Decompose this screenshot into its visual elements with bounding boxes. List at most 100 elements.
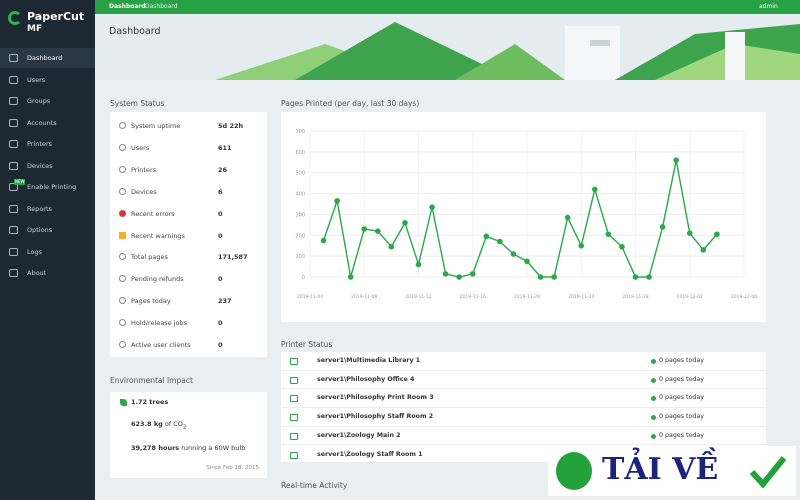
- point: [497, 238, 503, 245]
- status-value: 0: [218, 231, 223, 240]
- printer-icon: [290, 358, 298, 365]
- status-row: System uptime 5d 22h: [110, 115, 267, 137]
- status-icon: [119, 187, 126, 195]
- printer-icon: [290, 451, 298, 459]
- status-label: Pending refunds: [131, 275, 184, 284]
- point: [334, 198, 340, 204]
- nav-icon: [9, 226, 18, 234]
- nav-icon: [9, 247, 18, 256]
- printer-name: server1\Philosophy Office 4: [317, 375, 415, 383]
- status-dot: [651, 433, 656, 439]
- status-row: Pending refunds 0: [110, 268, 267, 290]
- x-tick-label: 2019-11-08: [351, 294, 377, 300]
- nav-icon: [9, 75, 18, 84]
- status-icon: [119, 165, 126, 173]
- watermark-text: TẢI VỀ: [602, 452, 719, 487]
- page-title: Dashboard: [109, 26, 161, 37]
- nav-icon: [9, 161, 18, 170]
- status-row: Recent errors 0: [110, 203, 267, 225]
- nav-item[interactable]: Users: [0, 70, 95, 90]
- nav-item[interactable]: Accounts: [0, 113, 95, 133]
- breadcrumb[interactable]: Dashboard: [109, 3, 146, 10]
- printer-status: 0 pages today: [659, 431, 704, 439]
- point: [592, 186, 598, 193]
- point: [320, 237, 327, 244]
- nav-icon: [9, 118, 18, 127]
- printer-row: server1\Philosophy Staff Room 2 0 pages t…: [281, 408, 766, 427]
- printer-icon: [290, 432, 298, 440]
- nav-item[interactable]: Printers: [0, 134, 95, 154]
- nav-label: Printers: [27, 140, 53, 148]
- status-label: Hold/release jobs: [131, 319, 188, 328]
- point: [700, 247, 707, 253]
- bulb-value: 39,278 hours: [131, 444, 180, 452]
- tree-icon: [120, 399, 127, 406]
- since: Since Feb 18, 2015: [206, 465, 259, 471]
- nav-item[interactable]: Options: [0, 220, 95, 240]
- status-value: 0: [218, 319, 223, 328]
- point: [510, 251, 517, 257]
- nav-label: About: [27, 269, 47, 277]
- y-tick-label: 0: [302, 275, 305, 281]
- status-icon: [119, 275, 126, 283]
- point: [361, 226, 368, 232]
- point: [714, 231, 720, 238]
- printer-name: server1\Zoology Main 2: [317, 431, 401, 439]
- point: [659, 224, 666, 230]
- chart-panel: 0 100 200 300 400 500 600 700 2019-11-04 2019-11-…: [281, 112, 766, 322]
- status-row: Total pages 171,587: [110, 246, 267, 268]
- status-dot: [651, 415, 656, 421]
- section-title: Printer Status: [281, 340, 333, 349]
- point: [564, 214, 571, 221]
- environmental-impact: 1.72 trees 623.8 kg of CO2 39,278 hours …: [110, 392, 267, 478]
- nav-icon: [9, 54, 18, 62]
- section-title: Real-time Activity: [281, 481, 348, 490]
- user-menu[interactable]: admin: [759, 3, 778, 10]
- nav-item[interactable]: Reports: [0, 199, 95, 219]
- status-value: 6: [218, 187, 223, 196]
- nav-item[interactable]: Enable Printing NEW: [0, 177, 95, 197]
- system-status: System uptime 5d 22h Users 611 Printers 26 Dev…: [110, 112, 267, 357]
- nav-label: Accounts: [27, 118, 57, 127]
- breadcrumb: Dashboard: [145, 3, 178, 10]
- trees: 1.72 trees: [131, 398, 169, 406]
- point: [347, 274, 354, 280]
- y-tick-label: 700: [295, 129, 305, 135]
- point: [686, 230, 693, 236]
- line: [322, 160, 718, 278]
- clover: [556, 452, 592, 490]
- printer-name: server1\Philosophy Staff Room 2: [317, 413, 434, 421]
- point: [524, 258, 530, 265]
- y-tick-label: 300: [295, 212, 305, 218]
- point: [442, 271, 449, 277]
- logo: PaperCut: [27, 10, 85, 23]
- co2-text: of CO: [164, 420, 183, 428]
- status-dot: [651, 377, 656, 383]
- printer-status: 0 pages today: [659, 413, 704, 421]
- point: [402, 219, 408, 226]
- status-row: Recent warnings 0: [110, 225, 267, 247]
- x-tick-label: 2019-11-28: [622, 294, 648, 300]
- status-label: Total pages: [131, 253, 168, 262]
- status-icon: [119, 143, 126, 151]
- status-value: 0: [218, 341, 223, 349]
- point: [375, 228, 381, 234]
- printer-icon: [290, 414, 298, 422]
- topbar: Dashboard Dashboard admin: [95, 0, 800, 14]
- line-chart: 0 100 200 300 400 500 600 700 2019-11-04 2019-11-…: [295, 129, 757, 300]
- nav-item[interactable]: Logs: [0, 242, 95, 262]
- nav-item[interactable]: Dashboard: [0, 48, 95, 68]
- x-tick-label: 2019-11-24: [568, 294, 594, 300]
- nav-item[interactable]: Devices: [0, 156, 95, 176]
- point: [578, 242, 585, 249]
- status-row: Devices 6: [110, 181, 267, 203]
- nav-item[interactable]: Groups: [0, 91, 95, 111]
- printer-row: server1\Philosophy Office 4 0 pages today: [281, 371, 766, 390]
- status-icon: [119, 341, 126, 348]
- point: [388, 243, 395, 250]
- printer-status: server1\Multimedia Library 1 0 pages toda…: [281, 352, 766, 465]
- section-title: Pages Printed (per day, last 30 days): [281, 99, 420, 108]
- nav-item[interactable]: About: [0, 263, 95, 283]
- status-label: System uptime: [131, 122, 181, 130]
